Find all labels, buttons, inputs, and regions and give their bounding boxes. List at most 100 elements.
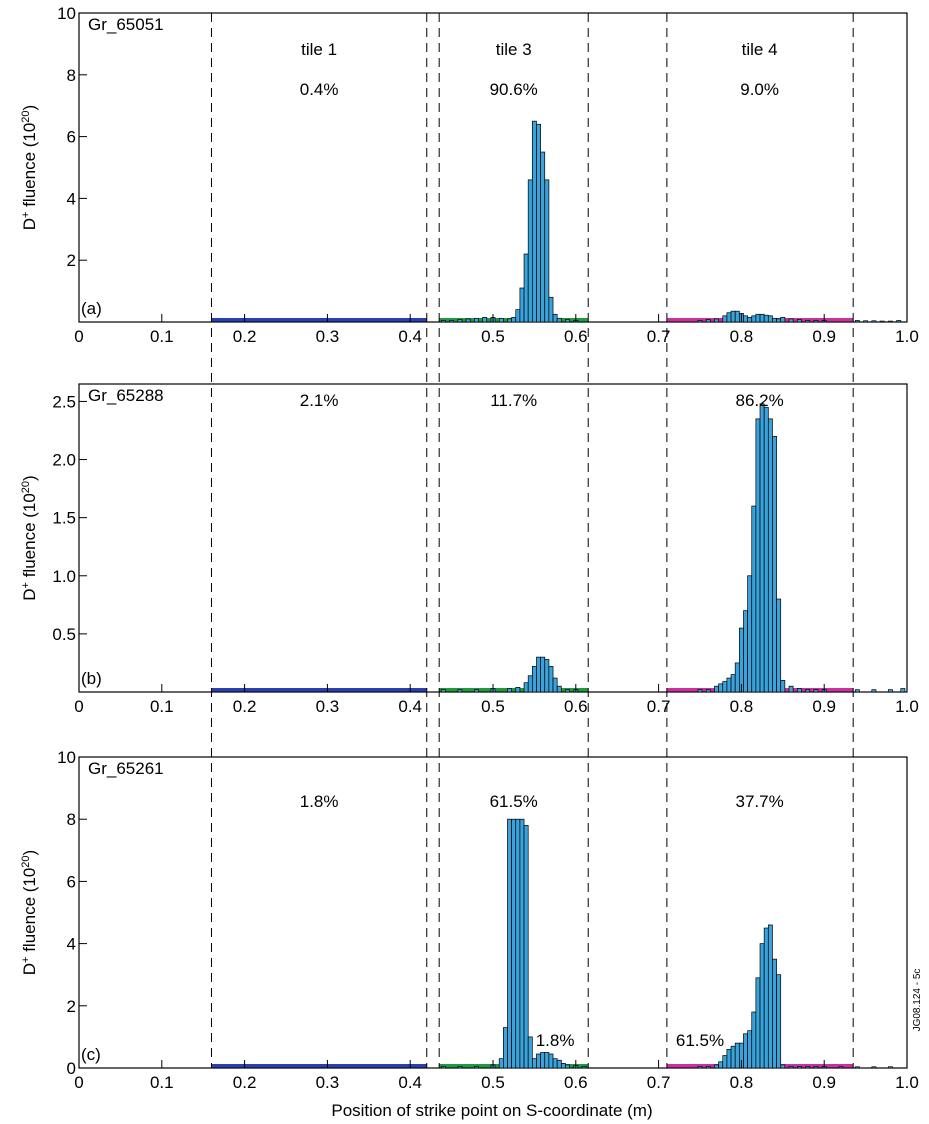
histogram-bar [755,418,761,693]
histogram-bar [755,313,761,323]
histogram-bar [718,683,724,693]
histogram-bar [751,505,757,693]
histogram-bar [755,977,761,1069]
histogram-bar [515,309,521,323]
y-tick-label: 2.5 [52,392,76,411]
histogram-bar [763,927,769,1069]
histogram-bar [498,317,504,323]
histogram-bar [519,818,525,1069]
tile-strip [211,688,427,692]
x-tick-label: 0.7 [647,697,671,716]
histogram-bar [556,317,562,323]
y-axis-label: D+ fluence (1020) [20,475,39,600]
histogram-bar [527,675,533,693]
histogram-bar [440,320,446,323]
histogram-bar [440,1066,446,1069]
histogram-bar [751,1011,757,1069]
histogram-bar [726,677,732,693]
histogram-bar [552,313,558,323]
histogram-bar [540,656,546,693]
histogram-bar [780,317,786,323]
histogram-bar [743,610,748,693]
histogram-bar [838,1066,844,1069]
histogram-bar [482,317,488,323]
histogram-bar [503,1027,508,1069]
percentage-label: 37.7% [736,792,784,811]
histogram-bar [863,320,869,323]
y-tick-label: 1.5 [52,509,76,528]
plot-frame [78,12,908,323]
histogram-bar [548,1053,554,1069]
histogram-bar [705,689,711,693]
y-tick-label: 1.0 [52,567,76,586]
y-tick-label: 0 [67,1059,76,1078]
panel-letter: (b) [81,669,102,688]
y-tick-label: 8 [67,810,76,829]
percentage-label: 61.5% [490,792,538,811]
histogram-bar [507,818,512,1069]
histogram-bar [805,689,811,693]
histogram-bar [734,662,740,693]
histogram-bar [747,317,753,323]
histogram-bar [527,179,533,323]
annotation-label: 61.5% [676,1031,724,1050]
y-tick-label: 2 [67,251,76,270]
y-tick-label: 4 [67,189,76,208]
histogram-bar [763,406,769,693]
histogram-bar [544,1052,550,1069]
panel-1: 10 8 6 4 2 0 0.1 0.2 0.3 0.4 0.5 0.6 0.7 0.8 0.9 1.0 D+ … [20,4,919,346]
histogram-bar [474,317,479,323]
histogram-bar [813,320,819,323]
histogram-bar [854,689,860,693]
histogram-bar [511,317,517,323]
percentage-label: 2.1% [300,391,339,410]
x-tick-label: 0.2 [233,1073,257,1092]
histogram-bar [552,1058,558,1069]
x-tick-label: 0.7 [647,1073,671,1092]
histogram-bar [805,320,811,323]
histogram-bar [544,179,550,323]
x-tick-label: 1.0 [895,1073,919,1092]
plot-frame [78,383,908,693]
y-tick-label: 0.5 [52,625,76,644]
histogram-bar [763,314,769,323]
histogram-bar [747,575,753,693]
histogram-bar [465,318,471,323]
tile-strip [211,318,427,322]
x-tick-label: 0.9 [812,327,836,346]
histogram-bar [780,1064,786,1069]
histogram-bar [515,818,521,1069]
y-tick-label: 2.0 [52,451,76,470]
tile-label: tile 4 [742,40,778,59]
histogram-bar [776,974,782,1069]
histogram-bar [772,317,777,323]
histogram-bar [813,689,819,693]
x-tick-label: 0.6 [564,1073,588,1092]
histogram-bar [474,1066,479,1069]
x-tick-label: 0.4 [398,697,422,716]
x-tick-label: 0.5 [481,327,505,346]
histogram-bar [730,674,736,693]
histogram-bar [751,315,757,323]
x-tick-label: 0.2 [233,327,257,346]
shot-label: Gr_65051 [88,15,164,34]
histogram-bar [498,1058,504,1069]
percentage-label: 1.8% [300,792,339,811]
y-tick-label: 2 [67,997,76,1016]
histogram-bar [705,319,711,323]
histogram-bar [531,666,537,693]
histogram-bar [531,120,537,323]
panel-2: 2.5 2.0 1.5 1.0 0.5 0 0.1 0.2 0.3 0.4 0.5 0.6 0.7 0.8… [20,383,919,716]
histogram-bar [714,1064,719,1069]
y-tick-label: 6 [67,128,76,147]
x-tick-label: 0.9 [812,1073,836,1092]
histogram-bar [788,318,794,323]
tile-label: tile 3 [496,40,532,59]
histogram-bar [457,319,463,323]
x-tick-label: 0.4 [398,1073,422,1092]
histogram-bar [474,689,479,693]
histogram-bar [796,1066,802,1069]
panel-letter: (a) [81,299,102,318]
histogram-bar [548,666,554,693]
histogram-bar [697,689,703,693]
